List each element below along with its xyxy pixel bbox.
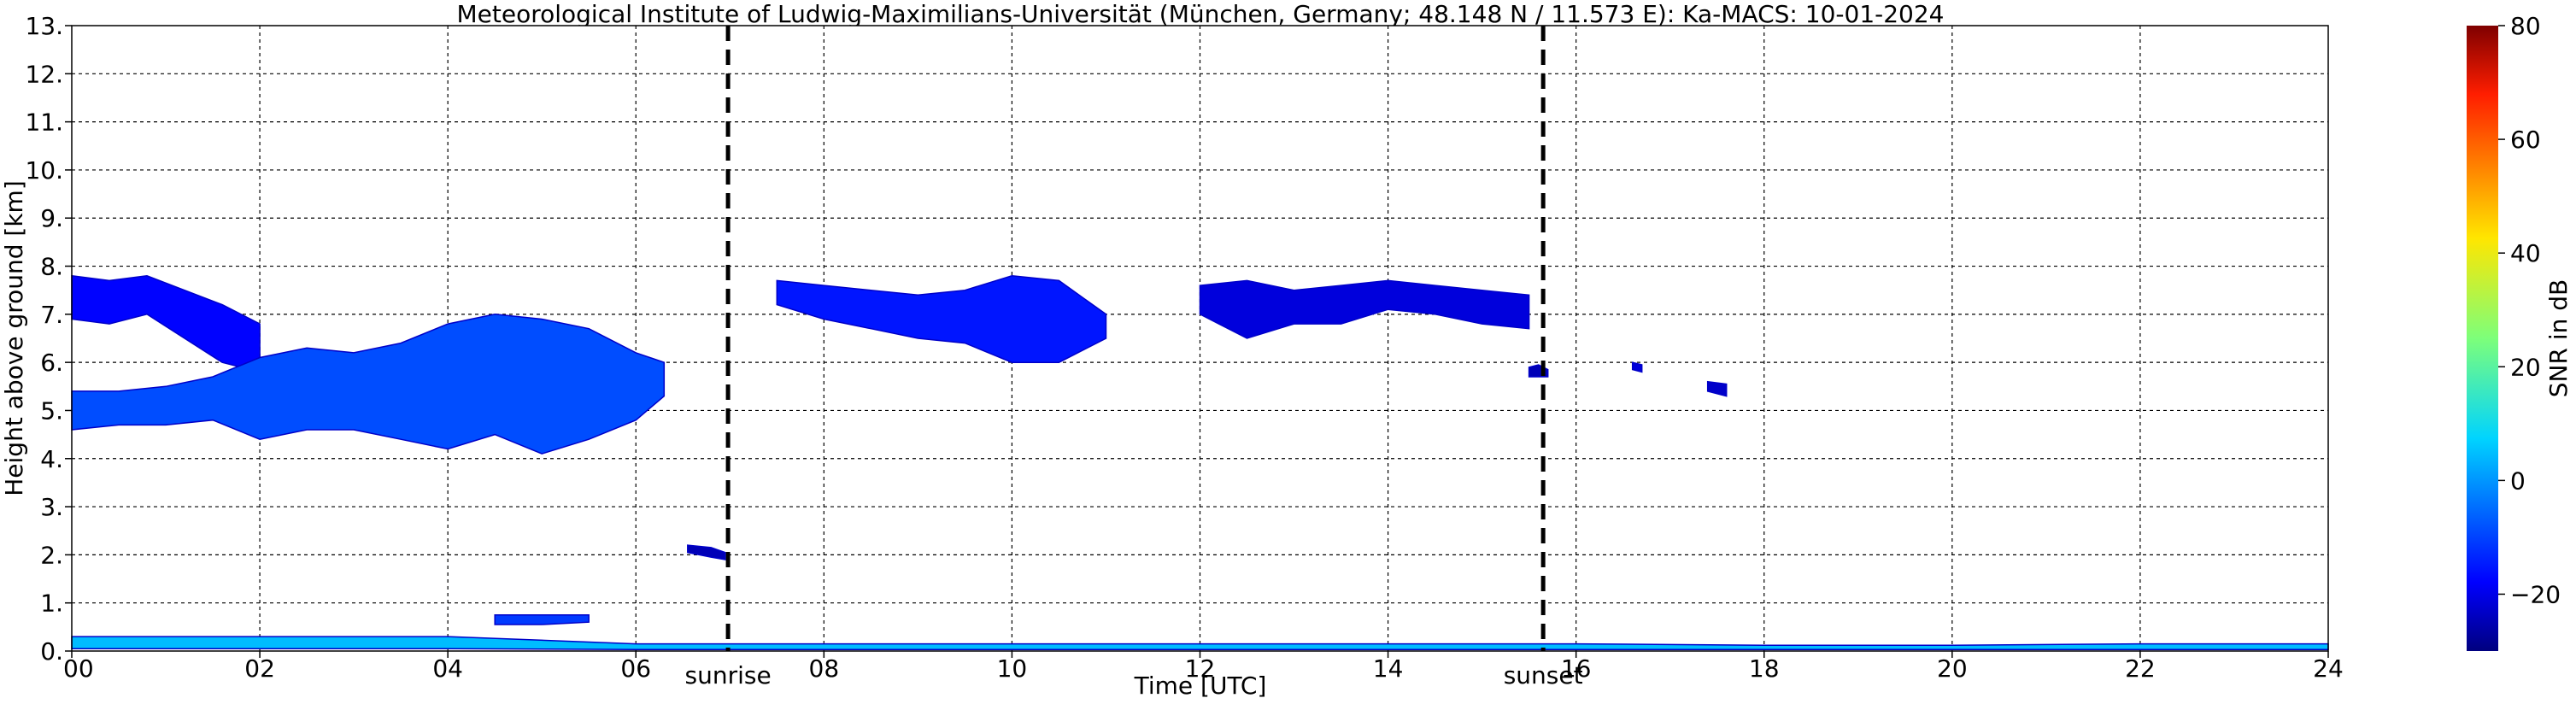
y-axis-label: Height above ground [km]	[0, 180, 28, 496]
event-label-sunset: sunset	[1504, 661, 1583, 689]
x-tick-label: 08	[809, 654, 840, 683]
x-tick-label: 04	[432, 654, 463, 683]
y-tick-label: 5.	[40, 396, 63, 425]
y-tick-label: 0.	[40, 637, 63, 666]
y-tick-label: 3.	[40, 493, 63, 521]
x-tick-label: 00	[63, 654, 94, 683]
y-tick-label: 6.	[40, 349, 63, 377]
event-lines: sunrise sunset	[684, 26, 1583, 689]
x-tick-label: 12	[1185, 654, 1216, 683]
x-tick-label: 06	[620, 654, 651, 683]
echo-region-low-cloud-fragment	[494, 614, 590, 625]
y-tick-label: 7.	[40, 301, 63, 329]
x-axis-label: Time [UTC]	[1134, 672, 1267, 700]
echo-regions	[71, 274, 2329, 651]
x-tick-label: 10	[997, 654, 1028, 683]
x-tick-label: 18	[1749, 654, 1780, 683]
x-tick-label: 20	[1937, 654, 1968, 683]
y-tick-label: 2.	[40, 541, 63, 569]
echo-region-upper-cloud-morning	[776, 275, 1107, 363]
colorbar-tick-label: −20	[2510, 580, 2561, 608]
x-tick-label: 02	[244, 654, 275, 683]
y-tick-label: 12.	[25, 60, 63, 88]
x-tick-label: 14	[1373, 654, 1404, 683]
plot-background	[72, 26, 2328, 651]
echo-region-isolated-echo-1	[1631, 361, 1643, 373]
y-tick-label: 10.	[25, 156, 63, 185]
echo-region-isolated-echo-2	[1706, 380, 1728, 397]
y-tick-label: 1.	[40, 590, 63, 618]
y-tick-label: 9.	[40, 204, 63, 232]
colorbar-ticks: −20 0 20 40 60 80	[2498, 12, 2561, 608]
x-tick-label: 22	[2125, 654, 2156, 683]
y-tick-label: 11.	[25, 109, 63, 137]
echo-region-sunrise-fragment	[687, 544, 726, 560]
echo-region-upper-cloud-afternoon	[1199, 279, 1530, 339]
y-tick-label: 8.	[40, 253, 63, 281]
colorbar-tick-label: 20	[2510, 353, 2541, 381]
colorbar-label: SNR in dB	[2544, 279, 2573, 397]
colorbar	[2467, 26, 2498, 651]
x-axis-ticks: 00 02 04 06 08 10 12 14 16 18 20 22 24	[63, 651, 2344, 683]
chart-title: Meteorological Institute of Ludwig-Maxim…	[456, 0, 1944, 28]
y-tick-label: 4.	[40, 445, 63, 473]
y-axis-ticks: 0. 1. 2. 3. 4. 5. 6. 7. 8. 9. 10. 11. 12. 13.	[25, 12, 72, 666]
echo-region-mid-cloud-layer	[71, 314, 666, 455]
y-tick-label: 13.	[25, 12, 63, 40]
colorbar-tick-label: 60	[2510, 126, 2541, 154]
colorbar-tick-label: 40	[2510, 239, 2541, 267]
x-tick-label: 16	[1561, 654, 1592, 683]
colorbar-tick-label: 0	[2510, 466, 2526, 495]
event-label-sunrise: sunrise	[684, 661, 771, 689]
x-tick-label: 24	[2313, 654, 2344, 683]
colorbar-tick-label: 80	[2510, 12, 2541, 40]
